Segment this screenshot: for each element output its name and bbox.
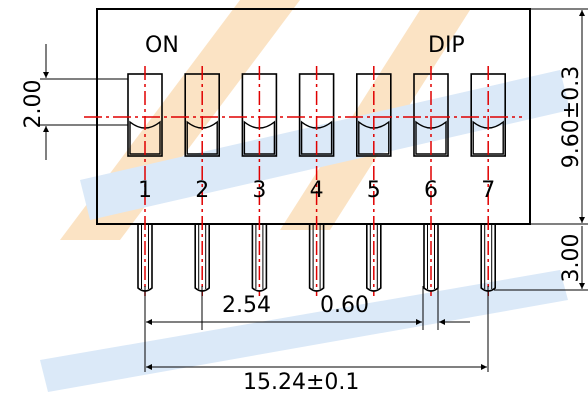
switch-height-dimension: 2.00 bbox=[21, 44, 128, 160]
pin-width-label: 0.60 bbox=[320, 293, 369, 318]
total-span-dimension: 15.24±0.1 bbox=[146, 286, 489, 395]
total-span-label: 15.24±0.1 bbox=[243, 370, 359, 395]
body-height-dimension: 9.60±0.3 bbox=[530, 8, 588, 225]
switch-height-label: 2.00 bbox=[21, 80, 46, 129]
switch-number-row: 1 2 3 4 5 6 7 bbox=[138, 178, 495, 203]
switch-actuator bbox=[243, 120, 276, 155]
watermark-blue-band bbox=[40, 270, 568, 392]
body-height-label: 9.60±0.3 bbox=[559, 66, 584, 168]
switch-actuator bbox=[129, 120, 161, 155]
switch-number: 4 bbox=[310, 178, 324, 203]
switch-actuator bbox=[300, 120, 333, 155]
switch-number: 7 bbox=[481, 178, 495, 203]
pin-length-label: 3.00 bbox=[559, 234, 584, 283]
switch-actuator bbox=[472, 120, 504, 155]
on-label: ON bbox=[145, 33, 179, 58]
switch-number: 3 bbox=[252, 178, 266, 203]
pin bbox=[366, 224, 382, 292]
switch-number: 1 bbox=[138, 178, 152, 203]
pitch-dimension: 2.54 bbox=[144, 286, 420, 372]
pin bbox=[308, 224, 325, 292]
switch-number: 6 bbox=[424, 178, 438, 203]
switch-array bbox=[127, 66, 507, 296]
switch-number: 2 bbox=[195, 178, 209, 203]
pin bbox=[251, 224, 268, 292]
switch-number: 5 bbox=[367, 178, 381, 203]
switch-actuator bbox=[186, 120, 218, 155]
dip-label: DIP bbox=[428, 33, 465, 58]
pin-length-dimension: 3.00 bbox=[494, 226, 588, 291]
switch-actuator bbox=[358, 120, 390, 155]
pin-width-dimension: 0.60 bbox=[320, 286, 470, 330]
pitch-label: 2.54 bbox=[222, 293, 271, 318]
switch-actuator bbox=[415, 120, 447, 155]
